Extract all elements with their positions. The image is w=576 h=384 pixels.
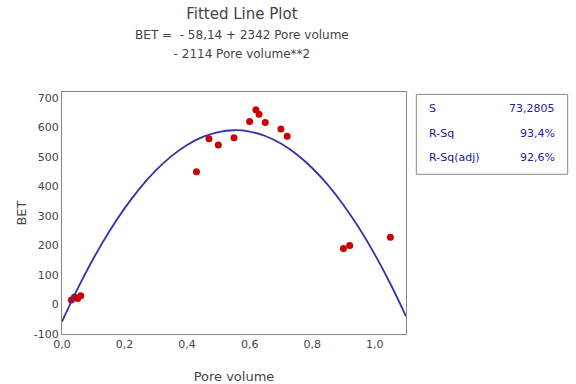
svg-text:0,0: 0,0 — [53, 338, 71, 351]
svg-text:93,4%: 93,4% — [520, 127, 555, 140]
svg-text:R-Sq: R-Sq — [429, 127, 454, 140]
svg-text:0,4: 0,4 — [178, 338, 196, 351]
svg-text:500: 500 — [38, 151, 59, 164]
svg-text:73,2805: 73,2805 — [509, 102, 555, 115]
svg-text:100: 100 — [38, 269, 59, 282]
svg-text:300: 300 — [38, 210, 59, 223]
svg-text:Fitted Line PlotBET = - 58,14: Fitted Line PlotBET = - 58,14 + 2342 Por… — [135, 5, 349, 61]
svg-text:400: 400 — [38, 180, 59, 193]
svg-text:Pore volume: Pore volume — [194, 369, 275, 384]
svg-text:S: S — [429, 102, 436, 115]
svg-text:700: 700 — [38, 92, 59, 105]
svg-text:0,6: 0,6 — [241, 338, 259, 351]
svg-text:R-Sq(adj): R-Sq(adj) — [429, 151, 480, 164]
svg-text:BET: BET — [14, 200, 29, 225]
svg-text:600: 600 — [38, 121, 59, 134]
svg-text:0,8: 0,8 — [303, 338, 321, 351]
svg-text:92,6%: 92,6% — [520, 151, 555, 164]
svg-text:-100: -100 — [34, 328, 59, 341]
svg-text:0: 0 — [52, 298, 59, 311]
svg-text:200: 200 — [38, 239, 59, 252]
svg-text:1,0: 1,0 — [366, 338, 384, 351]
svg-text:0,2: 0,2 — [116, 338, 134, 351]
